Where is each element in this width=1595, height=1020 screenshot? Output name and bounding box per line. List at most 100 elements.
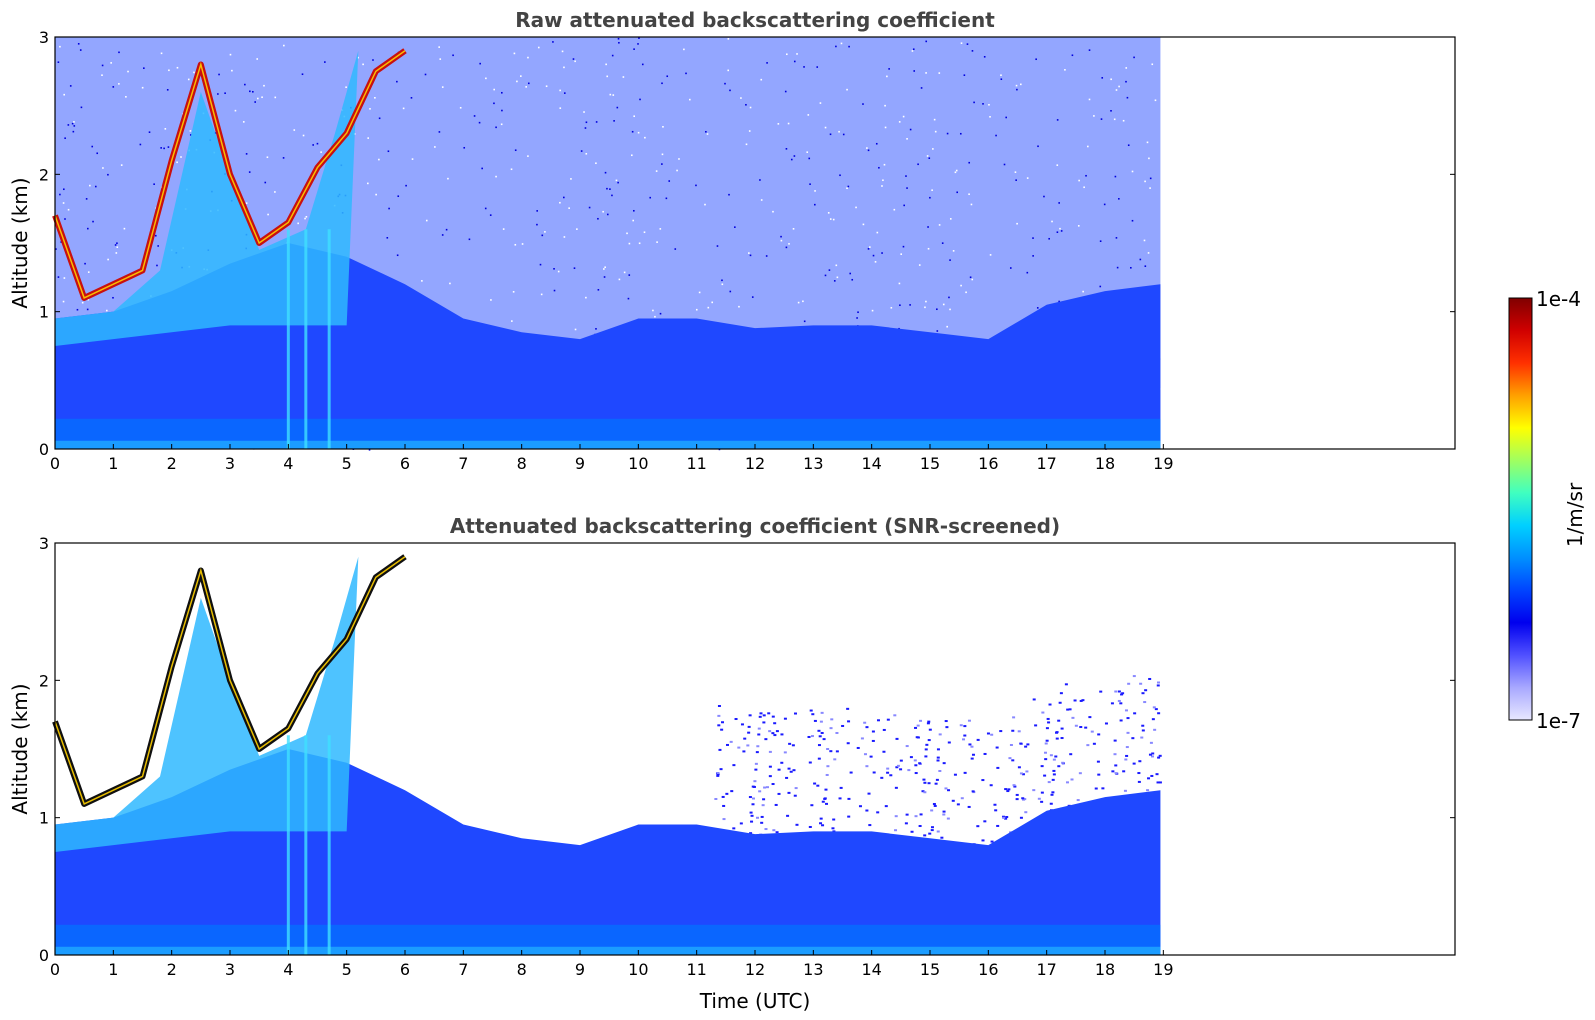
noise-speck [925,40,928,43]
screened-speck [830,718,834,721]
x-tick-label: 10 [628,454,648,473]
x-tick-label: 15 [920,960,940,979]
noise-speck [1100,118,1103,120]
noise-speck [552,41,554,43]
noise-speck [1118,198,1120,200]
noise-speck [1014,171,1017,173]
noise-speck [396,80,398,83]
screened-speck [835,750,839,753]
noise-speck [424,73,427,76]
screened-speck [817,729,821,732]
screened-speck [849,771,853,774]
noise-speck [661,153,664,156]
screened-speck [777,792,781,795]
noise-speck [633,209,635,212]
noise-speck [788,243,790,245]
screened-speck [771,715,775,718]
raw-y-axis-label: Altitude (km) [8,177,32,308]
noise-speck [609,93,612,96]
noise-speck [459,106,462,109]
noise-speck [84,262,86,265]
screened-speck [1141,729,1145,732]
noise-speck [909,128,912,131]
noise-speck [164,128,167,130]
noise-speck [516,80,518,83]
x-tick-label: 2 [167,960,177,979]
noise-speck [633,115,635,118]
noise-speck [793,60,796,63]
noise-speck [884,104,886,107]
noise-speck [633,48,635,50]
screened-speck [944,787,948,790]
screened-speck [1032,698,1036,701]
screened-speck [821,824,825,827]
screened-speck [763,786,767,789]
noise-speck [777,123,780,125]
noise-speck [929,196,931,199]
screened-x-ticks: 0 1 2 3 4 5 6 7 8 9 10 11 12 13 14 15 16 17 18 19 [50,950,1174,979]
screened-speck [1051,778,1055,781]
surface-layer-bottom [55,440,1161,449]
colorbar-min-label: 1e-7 [1536,709,1581,733]
screened-speck [860,737,864,740]
screened-speck [936,759,940,762]
surface-layer-bottom [55,946,1161,955]
screened-panel-title: Attenuated backscattering coefficient (S… [450,514,1060,538]
screened-speck [947,789,951,792]
noise-speck [871,309,874,312]
noise-speck [954,171,957,174]
screened-speck [1011,759,1015,762]
screened-speck [789,770,793,773]
noise-speck [917,163,919,166]
screened-speck [1117,690,1121,693]
noise-speck [867,149,870,152]
noise-speck [510,168,513,171]
noise-speck [67,208,70,211]
noise-speck [884,126,887,129]
screened-speck [1041,711,1045,714]
screened-speck [1155,773,1159,776]
screened-y-ticks: 0 1 2 3 [39,534,1455,965]
noise-speck [927,247,930,250]
noise-speck [242,121,245,123]
noise-speck [906,187,908,189]
screened-speck [1005,815,1009,818]
screened-speck [829,727,833,730]
noise-speck [1093,115,1095,117]
screened-speck [858,805,862,808]
noise-speck [1159,388,1162,390]
x-tick-label: 11 [686,960,706,979]
noise-speck [849,272,852,275]
screened-speck [1158,754,1162,757]
screened-speck [989,784,993,787]
screened-speck [863,753,867,756]
screened-speck [930,809,934,812]
screened-speck [722,804,726,807]
noise-speck [168,69,170,72]
screened-speck [847,815,851,818]
screened-speck [1057,765,1061,768]
screened-speck [918,825,922,828]
screened-speck [981,839,985,842]
noise-speck [809,183,811,185]
screened-speck [1088,716,1092,719]
noise-speck [57,276,60,278]
noise-speck [790,158,793,161]
screened-speck [927,782,931,785]
noise-speck [1146,141,1149,144]
noise-speck [847,185,850,188]
noise-speck [662,126,664,128]
screened-speck [945,726,949,729]
screened-speck [956,803,960,806]
screened-speck [1068,708,1072,711]
noise-speck [808,157,811,160]
screened-speck [1006,790,1010,793]
noise-speck [1051,220,1053,223]
noise-speck [479,62,481,65]
screened-speck [886,718,890,721]
noise-speck [603,276,606,278]
screened-speck [757,727,761,730]
noise-speck [605,63,607,66]
noise-speck [842,133,845,136]
screened-speck [1069,753,1073,756]
